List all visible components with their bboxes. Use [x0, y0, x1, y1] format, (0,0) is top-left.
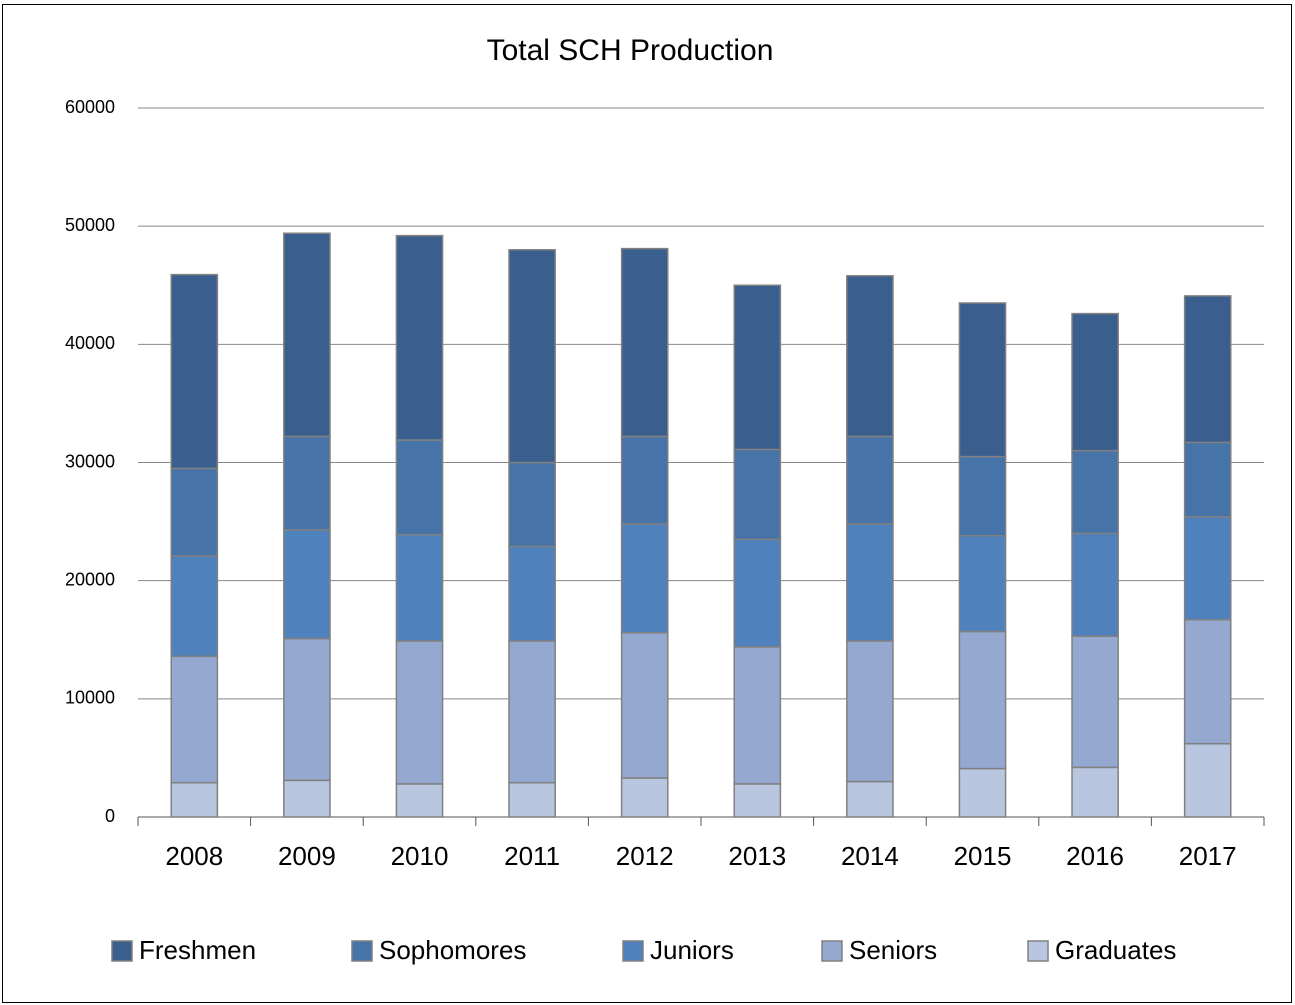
bar-segment	[1071, 635, 1119, 769]
x-tick-label: 2012	[616, 841, 674, 871]
bar-segment	[620, 435, 669, 525]
legend-label: Sophomores	[379, 935, 526, 965]
bar-segment	[1183, 516, 1232, 621]
legend-swatch	[622, 940, 644, 962]
bar-segment	[958, 535, 1007, 633]
bar-segment	[733, 783, 782, 818]
x-tick-label: 2010	[391, 841, 449, 871]
bar-segment	[733, 448, 782, 541]
y-tick-label: 50000	[65, 215, 115, 235]
x-tick-label: 2016	[1066, 841, 1124, 871]
x-tick-label: 2013	[728, 841, 786, 871]
y-tick-label: 0	[105, 806, 115, 826]
bar-segment	[508, 781, 556, 818]
bar-segment	[1071, 532, 1119, 637]
bar-segment	[1183, 618, 1232, 745]
y-tick-label: 20000	[65, 569, 115, 589]
bar-segment	[846, 435, 894, 525]
bar-segment	[620, 631, 669, 779]
x-tick-label: 2014	[841, 841, 899, 871]
bar-segment	[733, 538, 782, 648]
bar-segment	[958, 455, 1007, 537]
bar-segment	[283, 637, 331, 782]
bar-segment	[1071, 766, 1119, 818]
legend-label: Freshmen	[139, 935, 256, 965]
legend-label: Juniors	[650, 935, 734, 965]
bar-segment	[1183, 441, 1232, 518]
y-tick-label: 10000	[65, 688, 115, 708]
x-tick-label: 2011	[504, 841, 560, 871]
bar-segment	[846, 523, 894, 642]
legend-swatch	[351, 940, 373, 962]
bar-segment	[846, 640, 894, 783]
bar-segment	[508, 640, 556, 784]
bar-segment	[170, 555, 219, 658]
bar-segment	[508, 545, 556, 642]
bar-segment	[733, 646, 782, 785]
legend-label: Graduates	[1055, 935, 1176, 965]
bar-segment	[395, 439, 444, 536]
bar-segment	[170, 781, 219, 818]
bar-segment	[846, 275, 894, 438]
y-tick-label: 40000	[65, 333, 115, 353]
bar-segment	[170, 655, 219, 784]
bar-segment	[1071, 449, 1119, 535]
bar-segment	[395, 783, 444, 818]
bar-segment	[283, 232, 331, 438]
bar-segment	[733, 284, 782, 451]
bar-segment	[508, 461, 556, 548]
x-tick-label: 2015	[954, 841, 1012, 871]
bar-segment	[846, 780, 894, 818]
bar-segment	[620, 247, 669, 438]
bar-segment	[1071, 312, 1119, 452]
bar-segment	[395, 533, 444, 642]
x-tick-label: 2009	[278, 841, 336, 871]
bar-segment	[395, 640, 444, 785]
bar-segment	[958, 630, 1007, 770]
bar-segment	[620, 523, 669, 634]
y-tick-label: 60000	[65, 97, 115, 117]
legend-label: Seniors	[849, 935, 937, 965]
bar-segment	[958, 767, 1007, 818]
legend-swatch	[111, 940, 133, 962]
bar-segment	[508, 249, 556, 464]
bar-segment	[283, 435, 331, 531]
legend-swatch	[1027, 940, 1049, 962]
bar-segment	[283, 529, 331, 640]
bar-segment	[620, 777, 669, 818]
legend-swatch	[821, 940, 843, 962]
x-tick-label: 2008	[165, 841, 223, 871]
bar-segment	[170, 467, 219, 557]
y-tick-label: 30000	[65, 451, 115, 471]
bar-segment	[170, 273, 219, 470]
bar-segment	[1183, 742, 1232, 818]
bar-segment	[395, 234, 444, 441]
bar-segment	[283, 779, 331, 818]
bar-segment	[1183, 295, 1232, 444]
bar-segment	[958, 302, 1007, 458]
x-tick-label: 2017	[1179, 841, 1237, 871]
chart-title: Total SCH Production	[487, 34, 774, 67]
